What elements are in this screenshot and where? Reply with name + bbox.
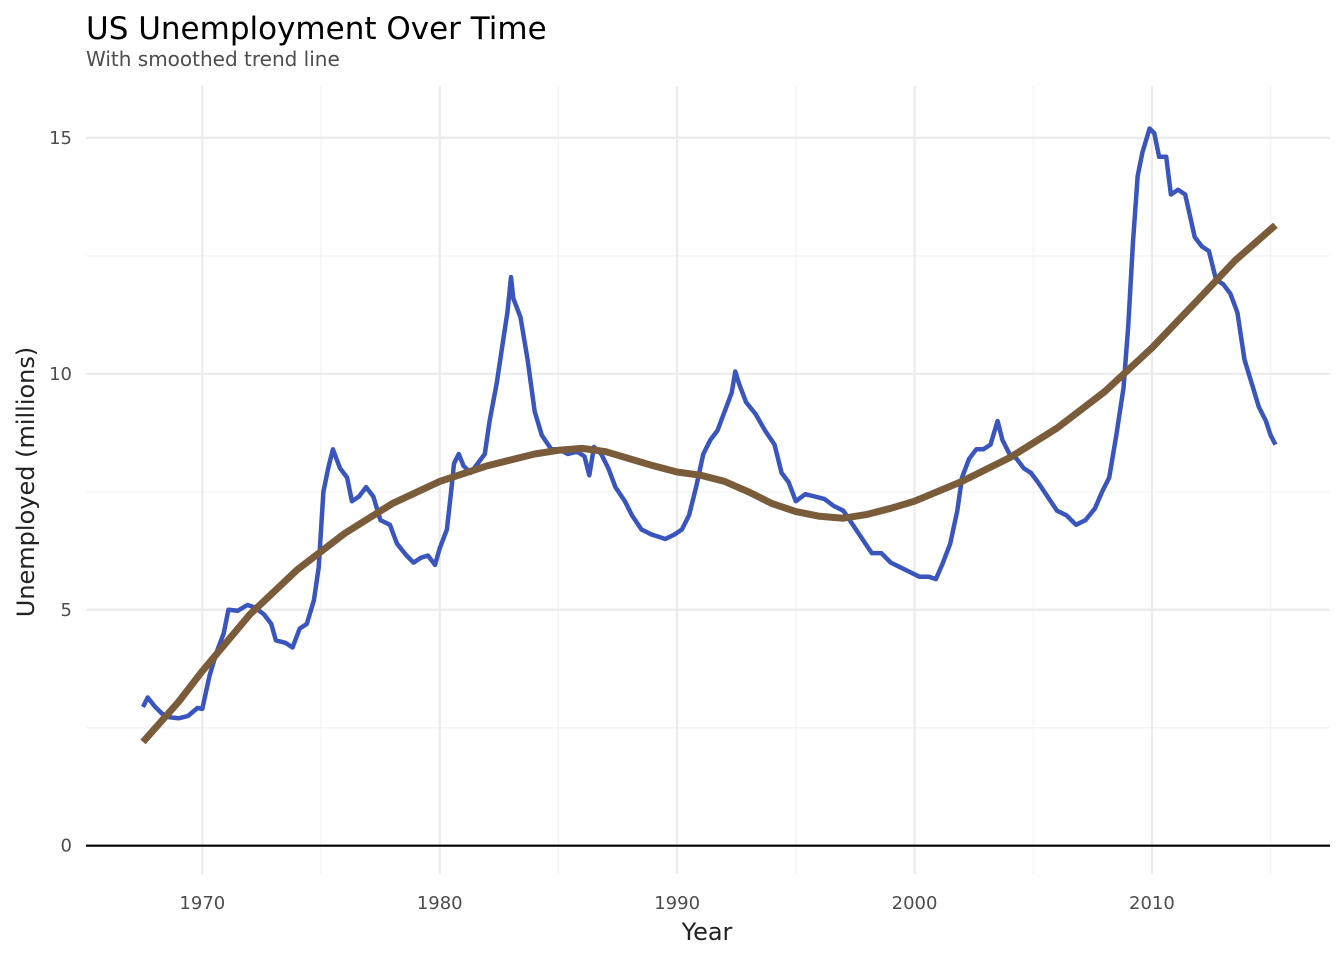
x-axis-title: Year	[681, 918, 733, 946]
y-tick-label: 0	[61, 836, 72, 857]
x-tick-label: 2000	[892, 893, 938, 914]
x-tick-label: 1980	[417, 893, 463, 914]
y-tick-label: 5	[61, 600, 72, 621]
y-tick-label: 15	[49, 128, 72, 149]
chart-title: US Unemployment Over Time	[86, 11, 547, 47]
x-tick-label: 1990	[654, 893, 700, 914]
unemployment-line	[140, 126, 1278, 721]
smoothed-trend-line	[140, 222, 1278, 745]
x-tick-label: 2010	[1129, 893, 1175, 914]
series-group	[140, 126, 1278, 745]
x-tick-label: 1970	[179, 893, 225, 914]
y-tick-label: 10	[49, 364, 72, 385]
chart-subtitle: With smoothed trend line	[86, 47, 340, 71]
y-axis-title: Unemployed (millions)	[12, 347, 40, 618]
tick-labels: 1970 1980 1990 2000 2010 0 5 10 15	[49, 128, 1175, 914]
